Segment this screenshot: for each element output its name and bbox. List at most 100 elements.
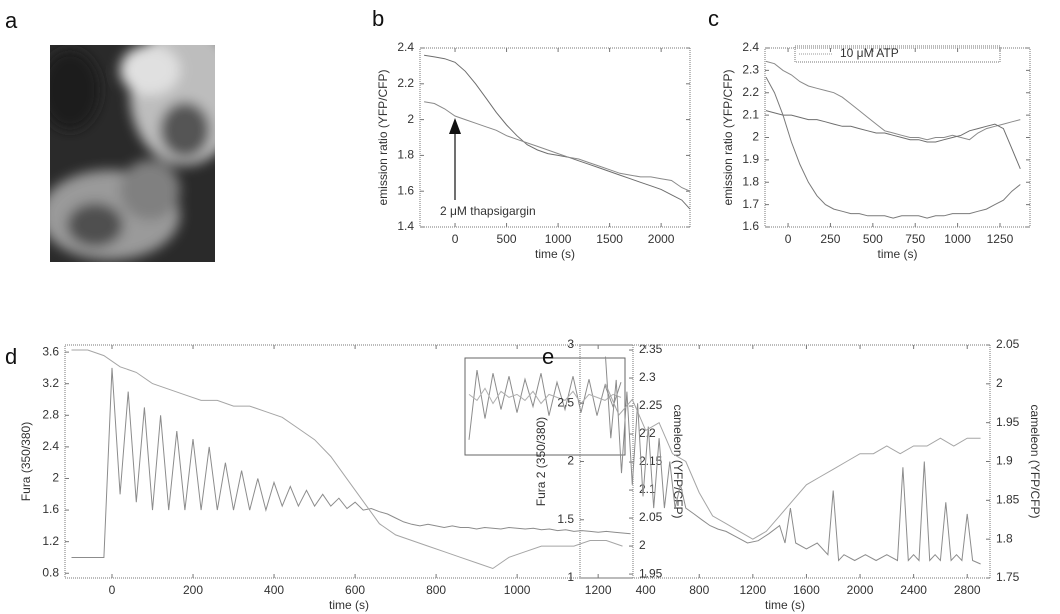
panel-label: d [5,344,17,369]
series-line [765,60,1021,141]
panel-label: e [542,344,554,369]
x-tick-label: 500 [863,232,883,246]
plot-frame [419,47,691,228]
y2-tick-label: 1.95 [639,566,663,580]
x-axis-label: time (s) [535,247,575,261]
inset-frame [464,357,626,456]
y2-axis-label: cameleon (YFP/CFP) [1028,404,1042,518]
y2-tick-label: 1.8 [996,531,1013,545]
y2-tick-label: 1.9 [996,454,1013,468]
y-tick-label: 1.8 [397,148,414,162]
panel-label: b [372,6,384,31]
y2-tick-label: 2.05 [639,510,663,524]
y2-tick-label: 1.85 [996,493,1020,507]
x-tick-label: 200 [183,583,203,597]
y-axis-label: Fura 2 (350/380) [534,417,548,506]
y2-tick-label: 2.05 [996,337,1020,351]
series-line [605,383,981,540]
inset-line [468,370,622,440]
y-tick-label: 2.4 [742,40,759,54]
series-line [71,367,631,558]
annotation: 2 μM thapsigargin [440,204,536,218]
x-tick-label: 400 [264,583,284,597]
y-axis-label: emission ratio (YFP/CFP) [721,69,735,205]
x-tick-label: 0 [452,232,459,246]
x-axis-label: time (s) [329,598,369,612]
annotation-arrowhead [449,118,461,134]
micrograph [50,45,215,262]
y-tick-label: 0.8 [42,565,59,579]
x-tick-label: 1250 [987,232,1014,246]
annotation: 10 μM ATP [840,46,899,60]
y-tick-label: 2 [407,112,414,126]
y-tick-label: 2 [567,454,574,468]
y2-tick-label: 2.3 [639,370,656,384]
x-tick-label: 1200 [585,583,612,597]
panel-label: c [708,6,719,31]
x-tick-label: 600 [345,583,365,597]
x-tick-label: 2400 [900,583,927,597]
y-axis-label: Fura (350/380) [19,422,33,501]
x-tick-label: 2800 [954,583,981,597]
legend-box [794,45,1001,63]
series-line [424,54,691,210]
y-tick-label: 1.6 [42,502,59,516]
y-tick-label: 1.9 [742,152,759,166]
plot-frame [64,344,634,579]
y-axis-label: emission ratio (YFP/CFP) [376,69,390,205]
x-tick-label: 750 [905,232,925,246]
y-tick-label: 3.6 [42,344,59,358]
y-tick-label: 2.8 [42,407,59,421]
panel-label: a [5,8,18,33]
y-tick-label: 1.8 [742,174,759,188]
y2-axis-label: cameleon (YFP/CFP) [671,404,685,518]
y-tick-label: 1.2 [42,534,59,548]
y-tick-label: 3 [567,337,574,351]
x-tick-label: 1000 [504,583,531,597]
series-line [765,110,1021,169]
y-tick-label: 2.2 [742,85,759,99]
x-tick-label: 1000 [545,232,572,246]
x-tick-label: 1200 [739,583,766,597]
y2-tick-label: 1.75 [996,570,1020,584]
x-axis-label: time (s) [765,598,805,612]
inset-line [468,387,622,405]
y-tick-label: 2.4 [42,439,59,453]
y-tick-label: 1.6 [742,219,759,233]
plot-frame [764,47,1031,228]
x-tick-label: 800 [426,583,446,597]
y-tick-label: 2.2 [397,76,414,90]
series-line [765,76,1021,219]
y2-tick-label: 2.1 [639,482,656,496]
y-tick-label: 2 [52,471,59,485]
x-tick-label: 1000 [944,232,971,246]
x-tick-label: 2000 [648,232,675,246]
series-line [424,101,691,192]
y-tick-label: 2.3 [742,63,759,77]
y-tick-label: 1.4 [397,219,414,233]
y-tick-label: 1.7 [742,197,759,211]
x-tick-label: 0 [785,232,792,246]
y-tick-label: 3.2 [42,376,59,390]
y-tick-label: 1.5 [557,512,574,526]
y2-tick-label: 1.95 [996,415,1020,429]
y-tick-label: 2.1 [742,107,759,121]
x-tick-label: 1500 [596,232,623,246]
y2-tick-label: 2.25 [639,398,663,412]
x-tick-label: 0 [109,583,116,597]
series-line [71,349,623,570]
y2-tick-label: 2.35 [639,342,663,356]
y2-tick-label: 2 [996,376,1003,390]
x-tick-label: 250 [820,232,840,246]
x-tick-label: 2000 [847,583,874,597]
x-axis-label: time (s) [878,247,918,261]
x-tick-label: 400 [636,583,656,597]
x-tick-label: 500 [497,232,517,246]
y-tick-label: 1.6 [397,183,414,197]
y-tick-label: 2 [752,130,759,144]
x-tick-label: 1600 [793,583,820,597]
y-tick-label: 1 [567,570,574,584]
y-tick-label: 2.4 [397,40,414,54]
series-line [605,356,981,565]
